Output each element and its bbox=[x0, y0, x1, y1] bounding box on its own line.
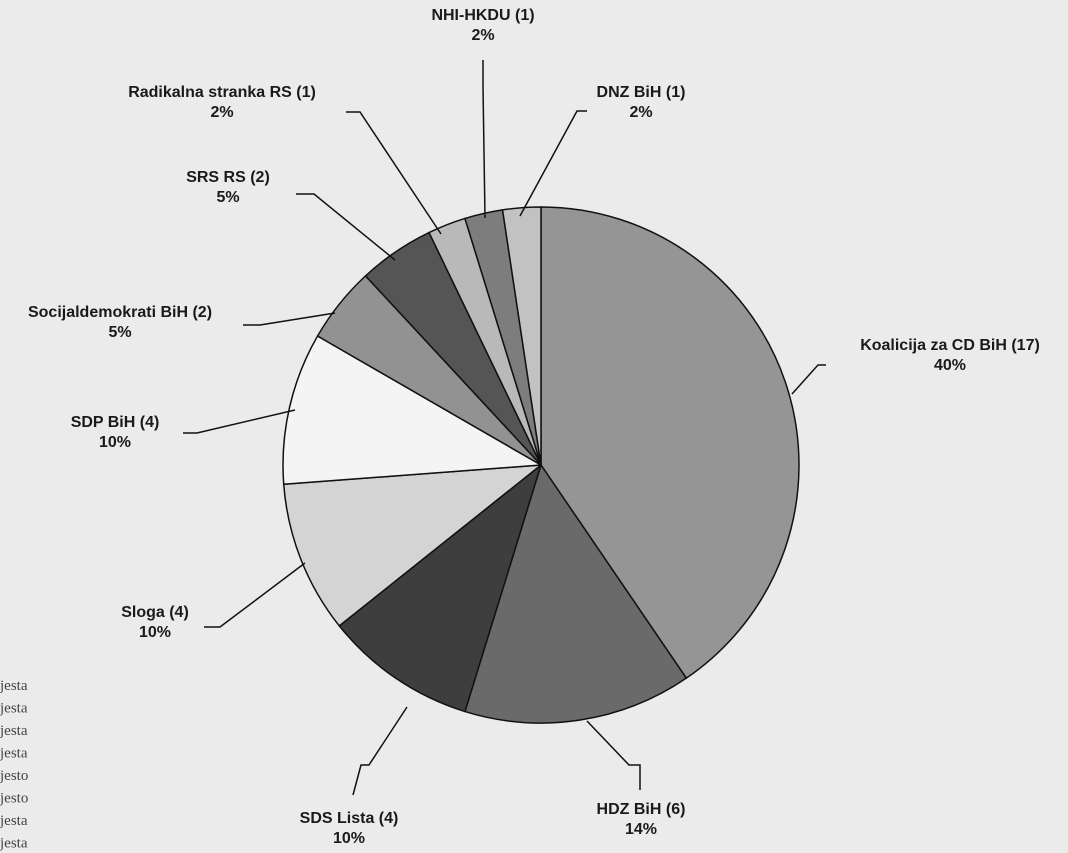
leader-line-10 bbox=[519, 110, 587, 217]
slice-percent-3: 10% bbox=[333, 830, 365, 847]
slice-label-7: SRS RS (2) bbox=[186, 169, 270, 186]
pie-slice-10 bbox=[501, 206, 542, 466]
leader-line-8 bbox=[346, 111, 442, 235]
slice-label-3: SDS Lista (4) bbox=[300, 810, 399, 827]
leader-line-3 bbox=[352, 706, 408, 796]
slice-percent-6: 5% bbox=[108, 324, 131, 341]
slice-percent-4: 10% bbox=[139, 624, 171, 641]
leader-line-4 bbox=[204, 562, 306, 628]
slice-percent-5: 10% bbox=[99, 434, 131, 451]
leader-line-1 bbox=[791, 364, 826, 395]
side-text-line-8: jesta bbox=[0, 836, 28, 852]
slice-label-5: SDP BiH (4) bbox=[71, 414, 160, 431]
leader-line-5 bbox=[183, 409, 296, 434]
slice-percent-7: 5% bbox=[216, 189, 239, 206]
side-text-line-5: jesto bbox=[0, 768, 28, 784]
pie-slice-3 bbox=[338, 464, 542, 713]
side-text-line-1: jesta bbox=[0, 678, 28, 694]
slice-label-10: DNZ BiH (1) bbox=[597, 84, 686, 101]
slice-label-2: HDZ BiH (6) bbox=[597, 801, 686, 818]
pie-slice-5 bbox=[282, 335, 542, 486]
slice-percent-10: 2% bbox=[629, 104, 652, 121]
slice-label-6: Socijaldemokrati BiH (2) bbox=[28, 304, 212, 321]
side-text-line-3: jesta bbox=[0, 723, 28, 739]
pie-slice-4 bbox=[282, 464, 542, 627]
slice-percent-2: 14% bbox=[625, 821, 657, 838]
slice-label-1: Koalicija za CD BiH (17) bbox=[860, 337, 1040, 354]
leader-line-6 bbox=[243, 312, 336, 326]
leader-line-9 bbox=[482, 60, 486, 219]
slice-percent-8: 2% bbox=[210, 104, 233, 121]
slice-percent-1: 40% bbox=[934, 357, 966, 374]
slice-percent-9: 2% bbox=[471, 27, 494, 44]
slice-label-9: NHI-HKDU (1) bbox=[431, 7, 534, 24]
side-text-line-7: jesta bbox=[0, 813, 28, 829]
pie-slice-1 bbox=[540, 206, 800, 679]
slice-label-4: Sloga (4) bbox=[121, 604, 189, 621]
cropped-side-text: jesta jesta jesta jesta jesto jesto jesta jesta bbox=[0, 678, 28, 852]
pie-slice-2 bbox=[464, 464, 688, 724]
slice-label-8: Radikalna stranka RS (1) bbox=[128, 84, 316, 101]
slice-labels: Koalicija za CD BiH (17) 40% HDZ BiH (6) 14… bbox=[28, 7, 1040, 847]
side-text-line-6: jesto bbox=[0, 791, 28, 807]
pie-slices bbox=[282, 206, 800, 724]
leader-lines bbox=[183, 60, 826, 796]
leader-line-7 bbox=[296, 193, 396, 261]
side-text-line-4: jesta bbox=[0, 746, 28, 762]
leader-line-2 bbox=[586, 720, 641, 790]
side-text-line-2: jesta bbox=[0, 701, 28, 717]
